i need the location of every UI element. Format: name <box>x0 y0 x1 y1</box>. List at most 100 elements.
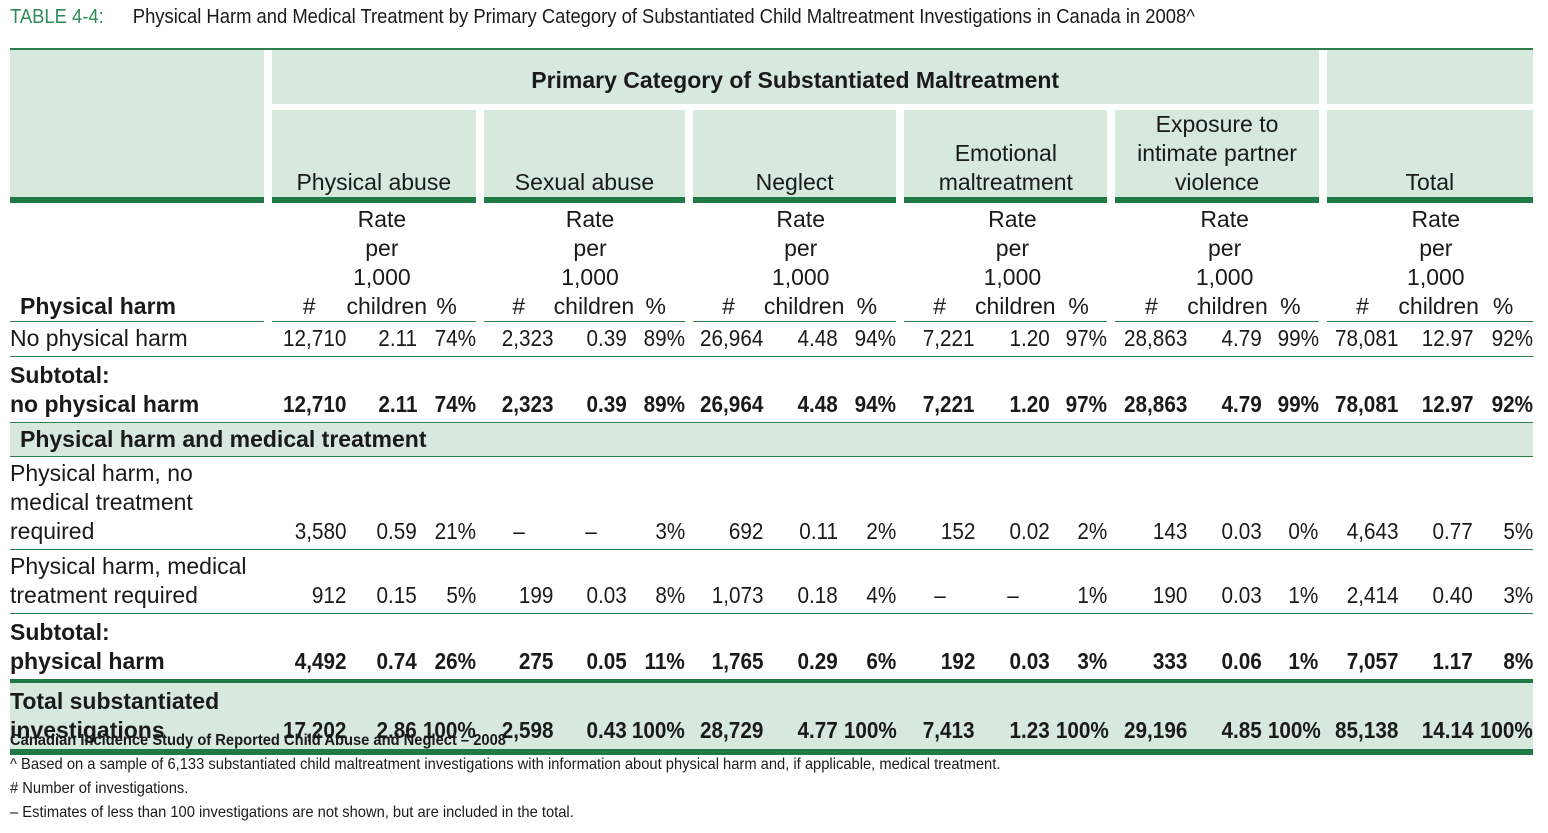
row-label: Total substantiated investigations <box>10 683 264 755</box>
col-count-header: # <box>904 203 976 322</box>
column-gap <box>685 457 694 550</box>
rate-cell: 0.05 <box>553 614 627 683</box>
count-cell: 333 <box>1115 614 1188 683</box>
row-label: Physical harm, medical treatment require… <box>10 550 264 614</box>
rate-cell: 2.11 <box>346 357 418 423</box>
pct-cell: 89% <box>626 322 686 357</box>
category-sexual-abuse: Sexual abuse <box>483 110 686 203</box>
count-cell: 7,221 <box>904 357 976 423</box>
pct-cell: 1% <box>1049 550 1108 614</box>
count-cell: 152 <box>904 457 976 550</box>
count-cell: 7,221 <box>904 322 976 357</box>
col-pct-header: % <box>1262 203 1319 322</box>
table-row: Physical harm, medical treatment require… <box>10 550 1533 614</box>
col-pct-header: % <box>626 203 686 322</box>
pct-cell: 94% <box>837 357 897 423</box>
column-gap <box>1107 683 1116 755</box>
count-cell: 78,081 <box>1326 357 1399 423</box>
count-cell: – <box>483 457 554 550</box>
rate-cell: 14.14 <box>1398 683 1474 755</box>
category-physical-abuse: Physical abuse <box>271 110 476 203</box>
col-rate-header: Rate per 1,000 children <box>1398 203 1479 322</box>
count-cell: – <box>904 550 976 614</box>
column-gap <box>263 357 272 423</box>
count-cell: 1,073 <box>693 550 764 614</box>
table-row: Subtotal: physical harm 4,492 0.74 26% 275 0.… <box>10 614 1533 683</box>
count-cell: 143 <box>1115 457 1188 550</box>
column-gap <box>475 550 484 614</box>
col-count-header: # <box>483 203 554 322</box>
count-cell: 17,202 <box>271 683 347 755</box>
pct-cell: 74% <box>417 322 476 357</box>
count-cell: 3,580 <box>271 457 347 550</box>
pct-cell: 21% <box>417 457 476 550</box>
pct-cell: 26% <box>417 614 476 683</box>
column-gap <box>1318 614 1327 683</box>
column-gap <box>1107 322 1116 357</box>
column-gap <box>475 614 484 683</box>
pct-cell: 0% <box>1262 457 1319 550</box>
rate-cell: 0.39 <box>553 357 627 423</box>
count-cell: 190 <box>1115 550 1188 614</box>
table-row: Physical harm, no medical treatment requ… <box>10 457 1533 550</box>
count-cell: 7,057 <box>1326 614 1399 683</box>
count-cell: 12,710 <box>271 357 347 423</box>
col-rate-header: Rate per 1,000 children <box>346 203 427 322</box>
rate-cell: 1.23 <box>975 683 1050 755</box>
pct-cell: 1% <box>1262 614 1319 683</box>
pct-cell: 97% <box>1049 357 1108 423</box>
column-gap <box>475 457 484 550</box>
count-cell: 275 <box>483 614 554 683</box>
table-row: Total substantiated investigations 17,20… <box>10 683 1533 755</box>
column-gap <box>1107 614 1116 683</box>
count-cell: 12,710 <box>271 322 347 357</box>
count-cell: 28,729 <box>693 683 764 755</box>
rate-cell: 0.02 <box>975 457 1050 550</box>
rate-cell: 0.40 <box>1398 550 1474 614</box>
header-row-primary: Primary Category of Substantiated Maltre… <box>10 48 1533 203</box>
column-gap <box>263 322 272 357</box>
rate-cell: 1.20 <box>975 322 1050 357</box>
count-cell: 1,765 <box>693 614 764 683</box>
rate-cell: 0.15 <box>346 550 418 614</box>
column-gap <box>475 683 484 755</box>
row-label-header: Physical harm <box>10 203 264 322</box>
count-cell: 28,863 <box>1115 322 1188 357</box>
table-title: TABLE 4-4: Physical Harm and Medical Tre… <box>10 6 1195 36</box>
row-label: Subtotal: no physical harm <box>10 357 264 423</box>
count-cell: 4,643 <box>1326 457 1399 550</box>
rate-cell: 0.18 <box>763 550 838 614</box>
column-gap <box>1107 357 1116 423</box>
count-cell: 7,413 <box>904 683 976 755</box>
col-count-header: # <box>1326 203 1399 322</box>
rate-cell: 4.48 <box>763 322 838 357</box>
count-cell: 2,414 <box>1326 550 1399 614</box>
pct-cell: 3% <box>1473 550 1533 614</box>
pct-cell: 2% <box>837 457 897 550</box>
pct-cell: 4% <box>837 550 897 614</box>
category-exposure-ipv: Exposure to intimate partner violence <box>1115 110 1319 203</box>
pct-cell: 92% <box>1473 322 1533 357</box>
count-cell: 2,323 <box>483 322 554 357</box>
column-gap <box>685 614 694 683</box>
count-cell: 912 <box>271 550 347 614</box>
footnote: – Estimates of less than 100 investigati… <box>10 804 574 821</box>
column-gap <box>896 357 905 423</box>
rate-cell: 2.86 <box>346 683 418 755</box>
column-gap <box>1107 550 1116 614</box>
rate-cell: 4.48 <box>763 357 838 423</box>
rate-cell: 0.03 <box>553 550 627 614</box>
rate-cell: 1.20 <box>975 357 1050 423</box>
pct-cell: 3% <box>626 457 686 550</box>
rate-cell: 4.79 <box>1187 322 1262 357</box>
col-pct-header: % <box>417 203 476 322</box>
footnote: # Number of investigations. <box>10 780 189 797</box>
column-gap <box>1318 322 1327 357</box>
column-gap <box>685 322 694 357</box>
pct-cell: 8% <box>1473 614 1533 683</box>
column-gap <box>685 550 694 614</box>
pct-cell: 2% <box>1049 457 1108 550</box>
pct-cell: 100% <box>417 683 476 755</box>
row-label: Physical harm, no medical treatment requ… <box>10 457 264 550</box>
table-number: TABLE 4-4: <box>10 6 104 28</box>
